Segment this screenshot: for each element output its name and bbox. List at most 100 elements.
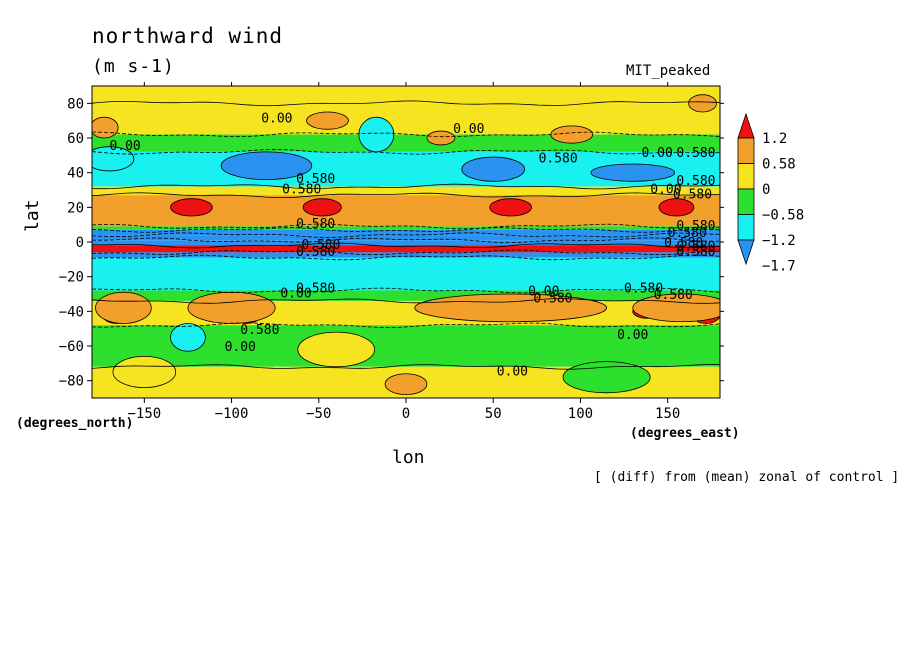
colorbar: 1.2 0.58 0 −0.58 −1.2 −1.7 — [737, 112, 804, 275]
contour-label: 0.580 — [676, 240, 715, 255]
contour-feature-17 — [384, 373, 428, 395]
contour-line-9 — [92, 237, 720, 243]
contour-label: 0.00 — [109, 139, 140, 154]
contour-label: 0.580 — [676, 245, 715, 260]
zonal-band-10 — [92, 245, 720, 253]
contour-line-2 — [92, 131, 720, 138]
zonal-band-4 — [92, 186, 720, 196]
y-tick-label: 0 — [76, 235, 84, 251]
contour-line-14 — [92, 298, 720, 304]
contour-feature-10 — [414, 293, 608, 323]
contour-feature-8 — [187, 291, 276, 324]
contour-label: 0.580 — [533, 292, 572, 307]
contour-label: 0.580 — [282, 182, 321, 197]
contour-label: 0.00 — [617, 328, 648, 343]
y-tick-label: −20 — [59, 270, 84, 286]
y-tick-label: −40 — [59, 304, 84, 320]
colorbar-label: −0.58 — [762, 208, 804, 224]
zonal-band-9 — [92, 240, 720, 246]
contour-line-8 — [92, 232, 720, 238]
colorbar-top-arrow — [737, 112, 755, 139]
zonal-band-0 — [92, 86, 720, 104]
y-tick-label: 80 — [67, 96, 84, 112]
y-tick-label: 60 — [67, 131, 84, 147]
contour-feature-25 — [297, 331, 376, 368]
zonal-band-7 — [92, 229, 720, 236]
colorbar-label: −1.7 — [762, 259, 796, 275]
colorbar-bin-cyan — [737, 214, 755, 241]
contour-feature-3 — [658, 198, 695, 217]
colorbar-label: 1.2 — [762, 131, 787, 147]
contour-label: 0.580 — [676, 174, 715, 189]
contour-label: 0.00 — [453, 122, 484, 137]
x-tick-label: 0 — [402, 406, 410, 422]
colorbar-label: −1.2 — [762, 233, 796, 249]
colorbar-bin-yellow — [737, 163, 755, 190]
y-tick-label: 40 — [67, 166, 84, 182]
colorbar-bin-green — [737, 188, 755, 215]
colorbar-label: 0.58 — [762, 157, 796, 173]
contour-label: 0.580 — [296, 217, 335, 232]
contour-label: 0.580 — [624, 281, 663, 296]
x-tick-label: −100 — [215, 406, 249, 422]
zonal-band-8 — [92, 235, 720, 241]
y-axis-label: lat — [22, 199, 43, 232]
x-axis-label: lon — [392, 447, 425, 468]
contour-feature-14 — [426, 130, 456, 146]
contour-feature-12 — [92, 116, 119, 139]
contour-feature-2 — [489, 198, 533, 217]
contour-feature-21 — [590, 163, 676, 182]
colorbar-bottom-arrow — [737, 239, 755, 266]
zonal-band-11 — [92, 252, 720, 258]
chart-units: (m s-1) — [92, 56, 175, 77]
contour-feature-9 — [95, 291, 152, 324]
contour-line-5 — [92, 192, 720, 199]
contour-label: 0.00 — [261, 111, 292, 126]
contour-label: 0.00 — [497, 364, 528, 379]
contour-label: 0.00 — [280, 286, 311, 301]
contour-label: 0.580 — [676, 146, 715, 161]
contour-line-12 — [92, 254, 720, 261]
colorbar-bin-orange — [737, 137, 755, 164]
contour-line-15 — [92, 322, 720, 328]
contour-feature-13 — [306, 111, 349, 130]
x-axis-units: (degrees_east) — [630, 426, 740, 441]
contour-line-11 — [92, 249, 720, 255]
contour-feature-26 — [112, 355, 177, 388]
contour-feature-16 — [688, 94, 717, 113]
contour-feature-15 — [550, 125, 594, 144]
contour-line-16 — [92, 364, 720, 370]
contour-feature-24 — [562, 361, 651, 394]
chart-title: northward wind — [92, 24, 284, 48]
contour-label: 0.00 — [650, 182, 681, 197]
x-tick-label: 100 — [568, 406, 593, 422]
contour-label: 0.580 — [296, 172, 335, 187]
contour-feature-22 — [358, 116, 395, 153]
contour-feature-19 — [220, 151, 313, 181]
contour-label: 0.580 — [673, 188, 712, 203]
run-label: MIT_peaked — [626, 63, 711, 79]
y-tick-label: −80 — [59, 374, 84, 390]
contour-label: 0.580 — [676, 219, 715, 234]
y-axis-units: (degrees_north) — [16, 416, 134, 431]
x-tick-label: −150 — [127, 406, 161, 422]
difference-note: [ (diff) from (mean) zonal of control ] — [594, 470, 900, 485]
x-tick-label: −50 — [306, 406, 331, 422]
zonal-band-12 — [92, 257, 720, 291]
zonal-band-13 — [92, 290, 720, 301]
contour-label: 0.580 — [664, 236, 703, 251]
contour-line-1 — [92, 100, 720, 107]
contour-line-4 — [92, 183, 720, 190]
zonal-band-14 — [92, 300, 720, 326]
contour-label: 0.580 — [539, 151, 578, 166]
contour-line-7 — [92, 227, 720, 233]
contour-line-3 — [92, 148, 720, 155]
y-tick-label: −60 — [59, 339, 84, 355]
contour-feature-1 — [302, 198, 342, 217]
contour-line-6 — [92, 223, 720, 230]
contour-label: 0.580 — [654, 288, 693, 303]
contour-label: 0.00 — [528, 285, 559, 300]
contour-feature-18 — [92, 146, 135, 172]
contour-feature-0 — [170, 198, 213, 217]
